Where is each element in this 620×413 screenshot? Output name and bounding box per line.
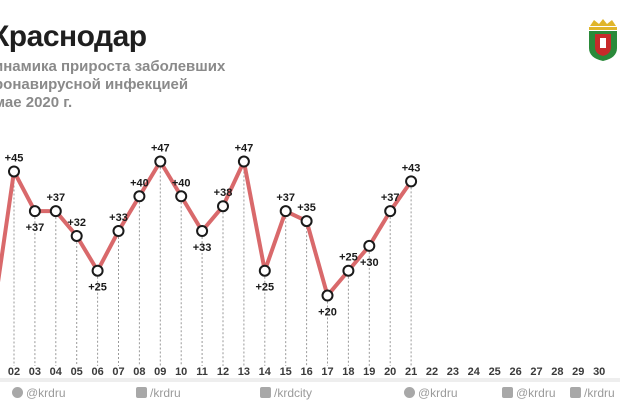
x-tick-label: 19 <box>363 366 375 378</box>
facebook-icon <box>260 387 271 398</box>
x-tick-label: 28 <box>551 366 563 378</box>
data-label: +40 <box>130 177 149 189</box>
data-point <box>258 264 271 277</box>
footer-social-link[interactable]: @krdru <box>502 386 556 400</box>
data-point <box>91 264 104 277</box>
x-tick-label: 04 <box>50 366 63 378</box>
data-point <box>70 229 83 242</box>
data-label: +25 <box>88 282 107 294</box>
footer-link-text: @krdru <box>516 386 556 400</box>
footer-social-link[interactable]: /krdcity <box>260 386 312 400</box>
x-tick-label: 15 <box>280 366 292 378</box>
page-title: Краснодар <box>0 20 147 53</box>
footer-link-text: /krdru <box>584 386 615 400</box>
data-point <box>384 205 397 218</box>
data-label: +43 <box>402 162 421 174</box>
series-line-lead-in <box>0 169 16 283</box>
footer-link-text: /krdcity <box>274 386 313 400</box>
x-tick-label: 07 <box>112 366 124 378</box>
footer-link-text: @krdru <box>26 386 66 400</box>
data-label: +47 <box>235 143 254 155</box>
x-tick-label: 08 <box>133 366 145 378</box>
data-point <box>49 205 62 218</box>
x-tick-label: 27 <box>530 366 542 378</box>
x-tick-label: 02 <box>8 366 20 378</box>
data-point <box>300 215 313 228</box>
data-point <box>217 200 229 213</box>
x-tick-label: 16 <box>300 366 312 378</box>
data-label: +37 <box>276 192 295 204</box>
x-tick-label: 10 <box>175 366 187 378</box>
footer-social-link[interactable]: @krdru <box>404 386 458 400</box>
city-crest-icon <box>589 19 617 61</box>
x-tick-label: 03 <box>29 366 41 378</box>
x-axis-band <box>0 378 620 382</box>
subtitle-line-3: мае 2020 г. <box>0 94 73 111</box>
x-tick-label: 23 <box>447 366 459 378</box>
data-point <box>175 190 188 203</box>
data-point <box>342 264 355 277</box>
x-tick-label: 24 <box>468 366 481 378</box>
data-label: +37 <box>26 222 45 234</box>
data-point <box>196 225 209 238</box>
data-label: +47 <box>151 143 170 155</box>
data-point <box>363 239 376 252</box>
x-tick-label: 21 <box>405 366 417 378</box>
data-label: +38 <box>214 187 233 199</box>
x-tick-label: 09 <box>154 366 166 378</box>
footer-link-text: /krdru <box>150 386 181 400</box>
x-tick-label: 14 <box>259 366 272 378</box>
data-label: +30 <box>360 257 379 269</box>
data-label: +40 <box>172 177 191 189</box>
data-point <box>133 190 146 203</box>
x-tick-label: 17 <box>321 366 333 378</box>
data-label: +32 <box>67 217 86 229</box>
subtitle-line-1: инамика прироста заболевших <box>0 58 226 75</box>
instagram-icon <box>404 387 415 398</box>
data-label: +25 <box>255 282 274 294</box>
x-tick-label: 13 <box>238 366 250 378</box>
x-tick-label: 26 <box>509 366 521 378</box>
x-tick-label: 05 <box>71 366 83 378</box>
data-label: +37 <box>46 192 65 204</box>
instagram-icon <box>12 387 23 398</box>
vk-icon <box>136 387 147 398</box>
x-tick-label: 22 <box>426 366 438 378</box>
data-point <box>8 165 20 178</box>
twitter-icon <box>502 387 513 398</box>
data-label: +33 <box>109 212 128 224</box>
x-tick-label: 20 <box>384 366 396 378</box>
data-point <box>112 225 125 238</box>
footer-bar: @krdru/krdru/krdcity @krdru @krdru/krdru <box>0 382 620 413</box>
ok-icon <box>570 387 581 398</box>
data-label: +45 <box>5 152 24 164</box>
x-tick-label: 11 <box>196 366 208 378</box>
chart-subtitle: инамика прироста заболевших ронавирусной… <box>0 58 284 112</box>
footer-social-link[interactable]: @krdru <box>12 386 66 400</box>
data-label: +33 <box>193 242 212 254</box>
data-label: +20 <box>318 307 337 319</box>
data-point <box>28 205 41 218</box>
data-point <box>237 155 250 168</box>
x-tick-label: 29 <box>572 366 584 378</box>
data-point <box>405 175 418 188</box>
x-tick-label: 18 <box>342 366 354 378</box>
data-point <box>154 155 167 168</box>
x-tick-label: 25 <box>489 366 501 378</box>
subtitle-line-2: ронавирусной инфекцией <box>0 76 189 93</box>
footer-social-link[interactable]: /krdru <box>570 386 615 400</box>
footer-social-link[interactable]: /krdru <box>136 386 181 400</box>
x-tick-label: 06 <box>91 366 103 378</box>
x-tick-label: 12 <box>217 366 229 378</box>
data-point <box>321 289 334 302</box>
x-tick-label: 30 <box>593 366 605 378</box>
data-point <box>279 205 292 218</box>
data-label: +37 <box>381 192 400 204</box>
data-label: +25 <box>339 252 358 264</box>
data-label: +35 <box>297 202 316 214</box>
footer-link-text: @krdru <box>418 386 458 400</box>
